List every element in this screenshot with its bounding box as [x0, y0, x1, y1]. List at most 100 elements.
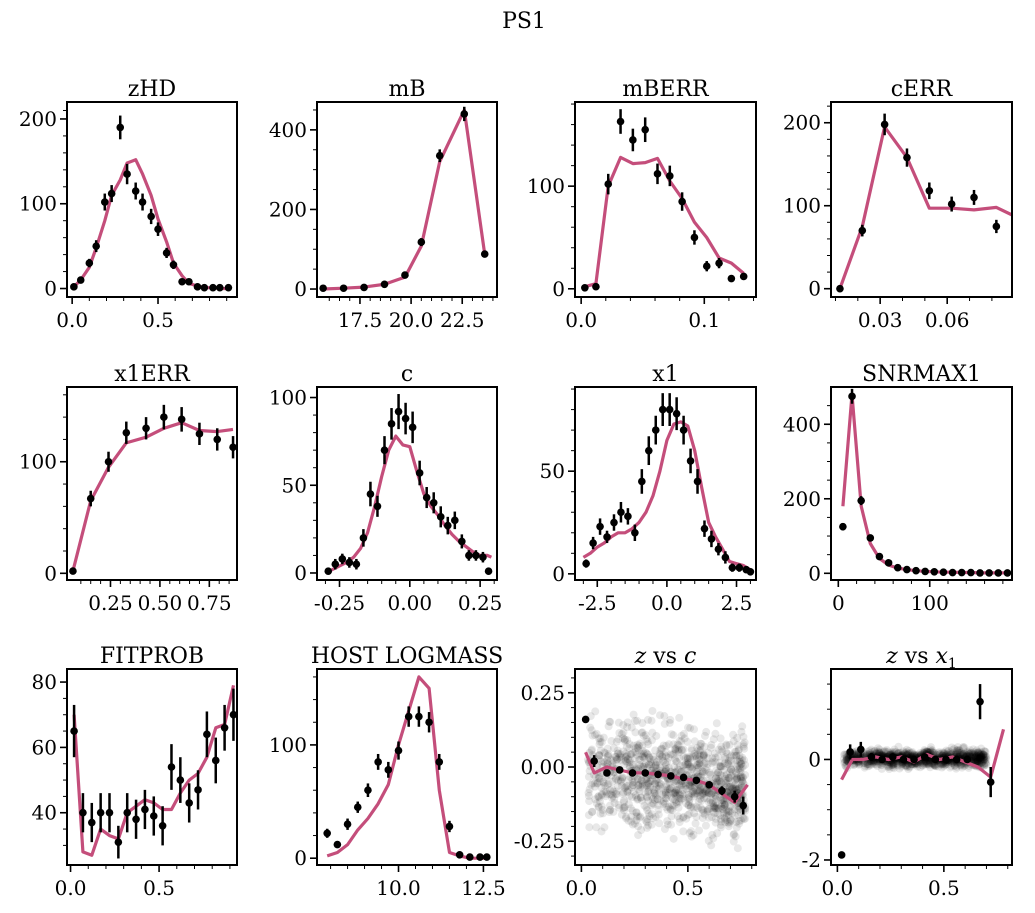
scatter-point	[732, 769, 741, 778]
scatter-point	[678, 786, 687, 795]
data-point	[176, 776, 185, 784]
scatter-point	[607, 755, 616, 764]
scatter-point	[842, 753, 851, 762]
data-point	[185, 277, 193, 286]
data-point	[193, 283, 202, 291]
scatter-point	[732, 775, 741, 784]
scatter-point	[975, 751, 984, 760]
x-tick-label: 0.0	[565, 876, 597, 900]
scatter-point	[661, 758, 670, 767]
panel-1: zHD 0.0 0.5 0 100 200	[19, 77, 238, 332]
scatter-point	[737, 759, 746, 768]
scatter-point	[969, 748, 978, 757]
scatter-point	[611, 774, 620, 783]
scatter-point	[978, 757, 987, 766]
axes-frame	[66, 101, 238, 298]
scatter-point	[623, 723, 632, 732]
x-tick-label: 0	[832, 591, 845, 615]
scatter-point	[617, 730, 626, 739]
scatter-point	[684, 790, 693, 799]
y-tick-label: 0	[552, 562, 565, 586]
panel-12: z vs x1 0.0 0.5 -2 0	[802, 644, 1013, 900]
scatter-point	[635, 787, 644, 796]
scatter-point	[686, 803, 695, 812]
data-point	[364, 786, 372, 795]
scatter-point	[687, 744, 696, 753]
data-point	[366, 490, 375, 498]
data-point	[105, 808, 114, 817]
scatter-point	[703, 754, 712, 763]
data-point	[476, 853, 484, 861]
scatter-point	[684, 794, 693, 803]
scatter-point	[979, 750, 988, 759]
scatter-point	[701, 758, 710, 767]
scatter-point	[647, 760, 656, 769]
scatter-point	[619, 728, 628, 737]
data-point	[728, 563, 737, 572]
scatter-point	[971, 756, 980, 765]
scatter-point	[596, 757, 605, 766]
scatter-point	[958, 750, 967, 759]
scatter-point	[694, 746, 703, 755]
scatter-point	[873, 762, 882, 771]
scatter-point	[720, 759, 729, 768]
data-point	[596, 522, 604, 531]
scatter-point	[711, 798, 720, 807]
scatter-point	[675, 713, 684, 722]
scatter-point	[957, 761, 966, 770]
scatter-point	[738, 762, 747, 771]
data-point	[976, 569, 984, 577]
scatter-point	[706, 795, 715, 804]
scatter-point	[641, 774, 650, 783]
scatter-point	[973, 751, 982, 760]
scatter-point	[733, 762, 742, 771]
scatter-point	[703, 806, 712, 815]
scatter-point	[711, 804, 720, 813]
panel-title: x1ERR	[114, 362, 191, 387]
scatter-point	[677, 794, 686, 803]
scatter-point	[904, 750, 913, 759]
data-point	[730, 792, 739, 801]
scatter-point	[607, 790, 616, 799]
scatter-point	[675, 798, 684, 807]
scatter-point	[695, 759, 704, 768]
scatter-point	[665, 785, 674, 794]
scatter-point	[708, 789, 717, 798]
scatter-point	[681, 760, 690, 769]
scatter-point	[701, 786, 710, 795]
scatter-point	[731, 832, 740, 841]
scatter-point	[712, 770, 721, 779]
scatter-point	[732, 823, 741, 832]
scatter-point	[967, 748, 976, 757]
scatter-point	[904, 746, 913, 755]
scatter-point	[727, 765, 736, 774]
data-point	[333, 840, 342, 849]
data-point	[380, 446, 389, 454]
scatter-point	[629, 787, 638, 796]
scatter-point	[690, 749, 699, 758]
scatter-point	[964, 749, 973, 758]
scatter-point	[931, 762, 940, 771]
data-point	[939, 568, 948, 576]
scatter-point	[723, 782, 732, 791]
scatter-point	[644, 760, 653, 769]
scatter-point	[599, 778, 608, 787]
scatter-point	[720, 772, 729, 781]
scatter-point	[882, 746, 891, 755]
scatter-point	[719, 808, 728, 817]
scatter-point	[656, 745, 665, 754]
scatter-point	[621, 757, 630, 766]
scatter-point	[629, 741, 638, 750]
scatter-point	[656, 782, 665, 791]
data-point	[203, 730, 211, 739]
scatter-point	[727, 771, 736, 780]
scatter-point	[632, 793, 641, 802]
scatter-point	[671, 747, 680, 756]
scatter-point	[601, 749, 610, 758]
data-point	[466, 853, 474, 861]
scatter-point	[679, 792, 688, 801]
data-point	[714, 545, 723, 554]
scatter-point	[976, 752, 985, 761]
scatter-point	[708, 799, 717, 808]
